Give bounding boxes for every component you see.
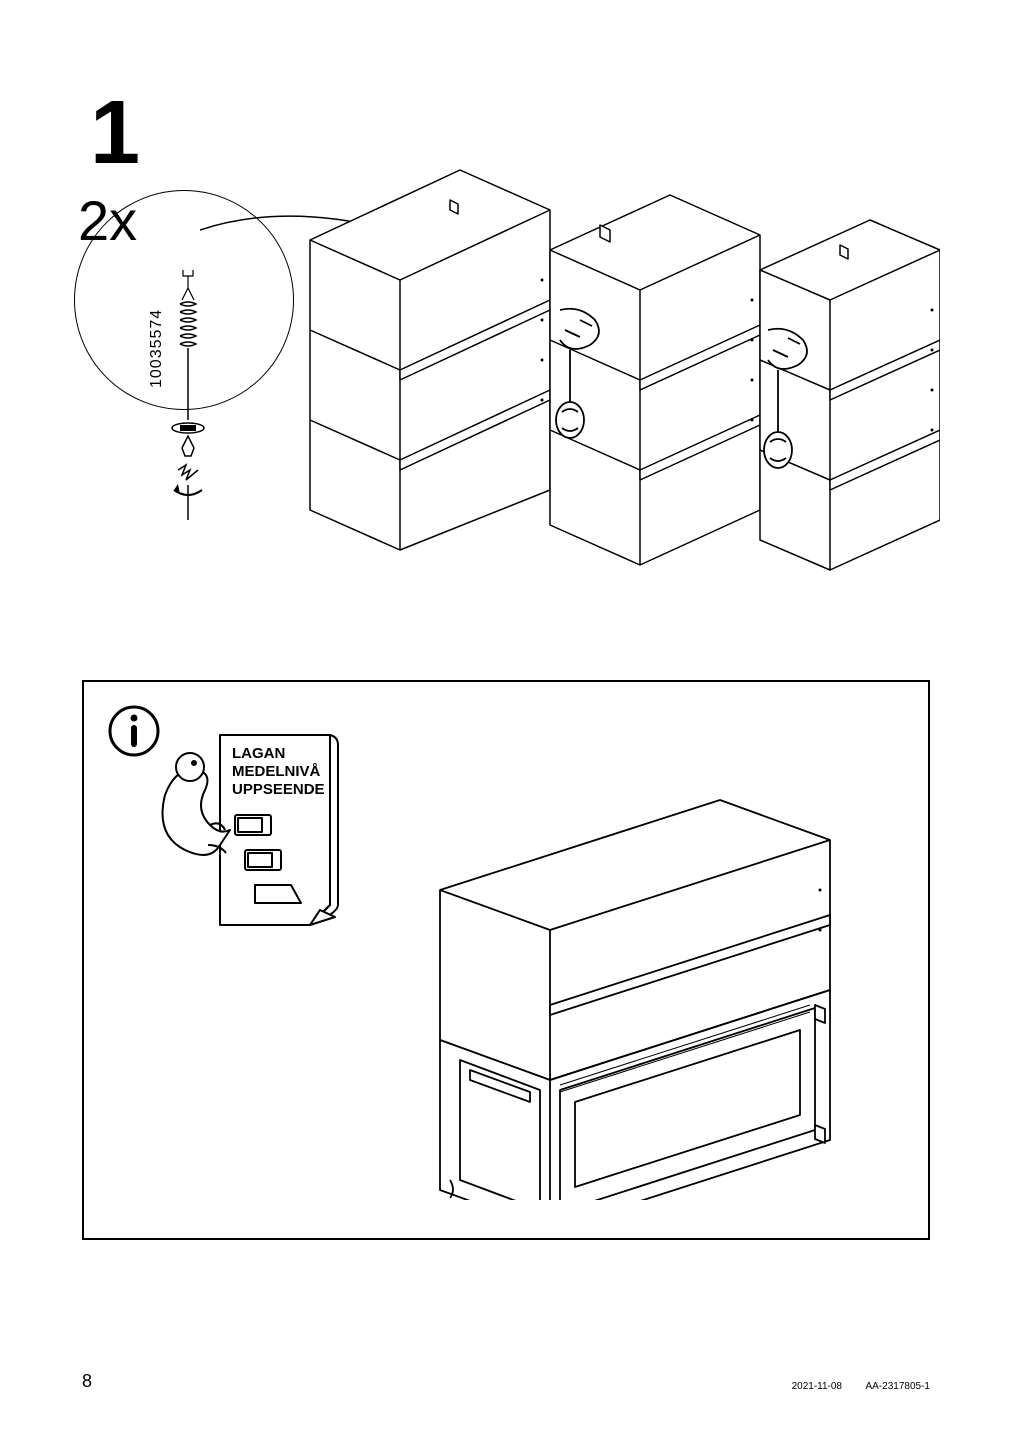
footer-date: 2021-11-08 [792,1381,842,1392]
page-number: 8 [82,1371,92,1392]
product-name: MEDELNIVÅ [232,763,325,781]
cabinet-row-illustration [290,80,940,580]
info-icon [108,705,160,757]
microwave-cabinet-illustration [400,780,880,1200]
step-number: 1 [90,82,140,185]
referenced-products: LAGAN MEDELNIVÅ UPPSEENDE [232,745,325,799]
product-name: UPPSEENDE [232,781,325,799]
footer-document-id: AA-2317805-1 [866,1381,931,1392]
assembly-page: 1 2x 10035574 [0,0,1012,1432]
product-name: LAGAN [232,745,325,763]
part-number: 10035574 [148,309,166,388]
screw-illustration [168,270,208,570]
